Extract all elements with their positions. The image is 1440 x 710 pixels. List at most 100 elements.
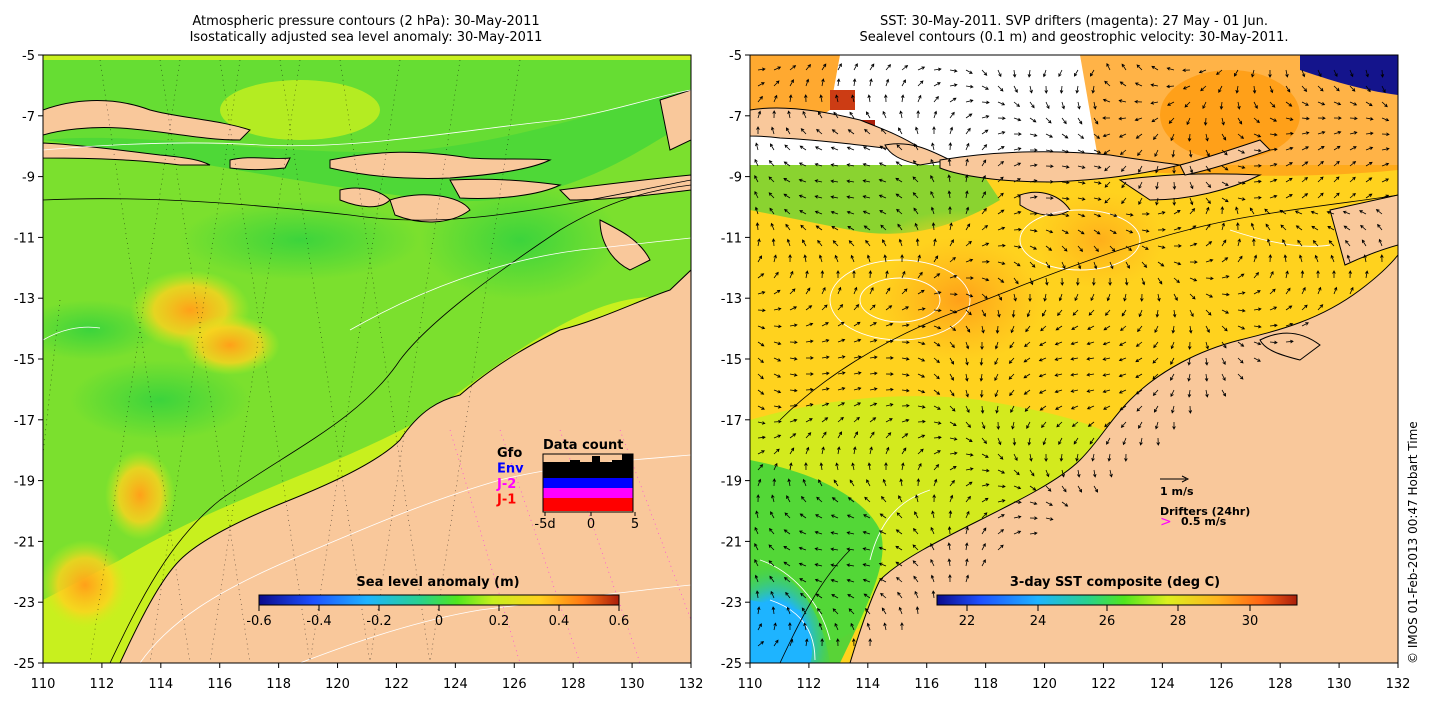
velocity-vector [965, 99, 974, 103]
velocity-vector [1041, 309, 1047, 317]
velocity-vector [866, 622, 871, 631]
velocity-vector [869, 387, 878, 391]
velocity-vector [1152, 133, 1159, 141]
velocity-vector [1029, 531, 1038, 536]
velocity-vector [880, 592, 887, 599]
velocity-vector [885, 372, 894, 376]
velocity-vector [1205, 293, 1214, 298]
velocity-vector [1153, 405, 1159, 413]
velocity-vector [1013, 85, 1018, 93]
velocity-vector [755, 510, 759, 519]
velocity-vector [1077, 245, 1084, 253]
velocity-vector [1157, 261, 1165, 267]
velocity-vector [869, 304, 876, 311]
velocity-vector [784, 144, 791, 151]
velocity-vector [1045, 212, 1054, 217]
velocity-vector [1349, 85, 1356, 92]
velocity-vector [869, 286, 874, 295]
velocity-vector [1205, 258, 1214, 263]
velocity-vector [849, 479, 855, 487]
velocity-vector [981, 191, 986, 199]
velocity-vector [1026, 421, 1031, 429]
velocity-vector [787, 110, 791, 119]
velocity-vector [949, 494, 954, 503]
velocity-vector [915, 606, 920, 615]
velocity-vector [949, 97, 957, 103]
y-tick-label: -25 [721, 657, 742, 672]
velocity-vector [965, 142, 970, 151]
velocity-vector [1285, 305, 1293, 311]
velocity-vector [1012, 69, 1017, 78]
velocity-vector [915, 238, 920, 247]
velocity-vector [837, 431, 843, 439]
velocity-vector [786, 238, 791, 247]
velocity-vector [997, 514, 1005, 519]
velocity-vector [1104, 181, 1111, 188]
left-title-line2: Isostatically adjusted sea level anomaly… [189, 30, 543, 45]
velocity-vector [837, 387, 846, 391]
velocity-vector [933, 357, 940, 364]
y-tick-label: -15 [721, 353, 742, 368]
velocity-vector [1061, 213, 1070, 217]
velocity-vector [836, 270, 840, 278]
velocity-vector [853, 63, 858, 71]
velocity-vector [757, 623, 762, 631]
velocity-vector [885, 64, 892, 71]
velocity-vector [895, 161, 903, 167]
velocity-vector [997, 499, 1006, 503]
velocity-vector [772, 110, 776, 119]
velocity-vector [1285, 101, 1293, 107]
x-tick-label: 128 [1268, 677, 1293, 692]
velocity-vector [1012, 437, 1017, 446]
velocity-vector [757, 373, 764, 380]
velocity-vector [1061, 165, 1070, 169]
velocity-vector [853, 338, 862, 343]
velocity-vector [1154, 149, 1159, 158]
velocity-vector [1332, 270, 1336, 278]
velocity-vector [1268, 254, 1273, 263]
velocity-vector [981, 483, 990, 487]
velocity-vector [773, 289, 781, 295]
velocity-vector [1221, 373, 1226, 382]
velocity-vector [933, 389, 941, 395]
velocity-vector [869, 402, 878, 407]
left-contours [43, 179, 691, 663]
velocity-vector [805, 432, 812, 439]
velocity-vector [773, 639, 779, 647]
velocity-vector [1365, 101, 1373, 107]
velocity-vector [1167, 101, 1175, 106]
velocity-vector [917, 66, 926, 71]
velocity-vector [821, 304, 828, 311]
velocity-vector [773, 434, 782, 439]
velocity-vector [1157, 211, 1166, 215]
velocity-vector [1172, 165, 1176, 174]
velocity-vector [1104, 197, 1111, 204]
velocity-vector [1135, 389, 1143, 395]
velocity-vector [1120, 421, 1127, 428]
velocity-vector [947, 174, 952, 183]
velocity-vector [1013, 277, 1019, 285]
velocity-vector [896, 208, 903, 215]
velocity-vector [785, 223, 791, 231]
velocity-vector [814, 530, 823, 535]
velocity-vector [1221, 292, 1230, 297]
velocity-vector [1118, 133, 1127, 138]
velocity-vector [901, 373, 910, 377]
legend-item-env: Env [497, 462, 524, 477]
velocity-vector [1205, 276, 1214, 281]
velocity-vector [1205, 133, 1209, 142]
velocity-vector [1375, 209, 1383, 215]
velocity-vector [773, 66, 782, 71]
velocity-vector [1237, 101, 1241, 110]
velocity-vector [770, 590, 775, 599]
velocity-vector [1269, 147, 1278, 152]
velocity-vector [1253, 307, 1262, 312]
velocity-vector [836, 78, 841, 87]
velocity-vector [1045, 245, 1053, 251]
velocity-vector [1237, 291, 1246, 295]
velocity-vector [1330, 254, 1335, 263]
velocity-vector [1137, 149, 1143, 157]
velocity-vector [913, 575, 919, 583]
right-map-field [750, 55, 1398, 663]
